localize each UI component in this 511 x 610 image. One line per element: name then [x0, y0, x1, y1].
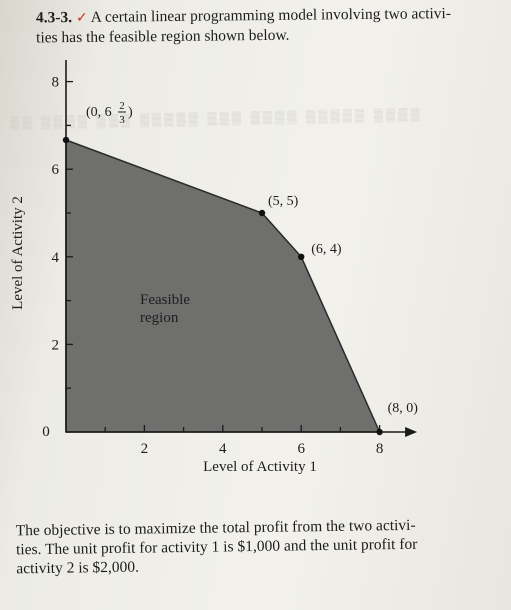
region-label-line1: Feasible [140, 292, 190, 308]
x-axis-arrow-icon [405, 427, 418, 437]
x-tick-label: 8 [376, 441, 384, 457]
y-tick-label: 8 [52, 75, 60, 91]
check-mark-icon: ✓ [75, 9, 88, 26]
problem-text-line1: A certain linear programming model invol… [90, 5, 452, 26]
corner-point-label: (6, 4) [311, 242, 342, 257]
y-tick-label: 2 [52, 337, 60, 353]
corner-point-label: (8, 0) [388, 401, 419, 416]
note-line2: ties. The unit profit for activity 1 is … [15, 535, 418, 559]
corner-point [376, 428, 383, 436]
origin-label: 0 [42, 424, 50, 440]
x-tick-label: 2 [141, 441, 149, 457]
fraction-denominator: 3 [119, 114, 125, 126]
note-line3: activity 2 is $2,000. [16, 558, 140, 578]
x-tick-label: 6 [297, 441, 305, 457]
corner-point-label-suffix: ) [128, 105, 133, 120]
feasible-region [65, 138, 381, 433]
y-axis-label: Level of Activity 2 [10, 196, 26, 310]
problem-number: 4.3-3. [35, 9, 73, 27]
x-tick-label: 4 [219, 441, 227, 457]
corner-point [298, 253, 305, 260]
x-axis-label: Level of Activity 1 [203, 459, 317, 475]
corner-point-label: (5, 5) [268, 194, 299, 209]
problem-text-line2: ties has the feasible region shown below… [36, 26, 290, 47]
problem-statement: 4.3-3. ✓ A certain linear programming mo… [36, 4, 496, 48]
objective-note: The objective is to maximize the total p… [16, 515, 497, 579]
fraction-numerator: 2 [119, 100, 125, 112]
y-tick-label: 4 [52, 250, 60, 266]
region-label-line2: region [140, 310, 179, 326]
corner-point [62, 136, 70, 144]
y-tick-label: 6 [52, 162, 60, 178]
corner-point-label: (0, 6 [86, 105, 112, 120]
feasible-region-graph: 2 4 6 8 2 4 6 8 (0, 6 2 3) (5, 5) (6, 4) (8, 0) Leve… [10, 60, 419, 475]
corner-point [258, 209, 266, 217]
